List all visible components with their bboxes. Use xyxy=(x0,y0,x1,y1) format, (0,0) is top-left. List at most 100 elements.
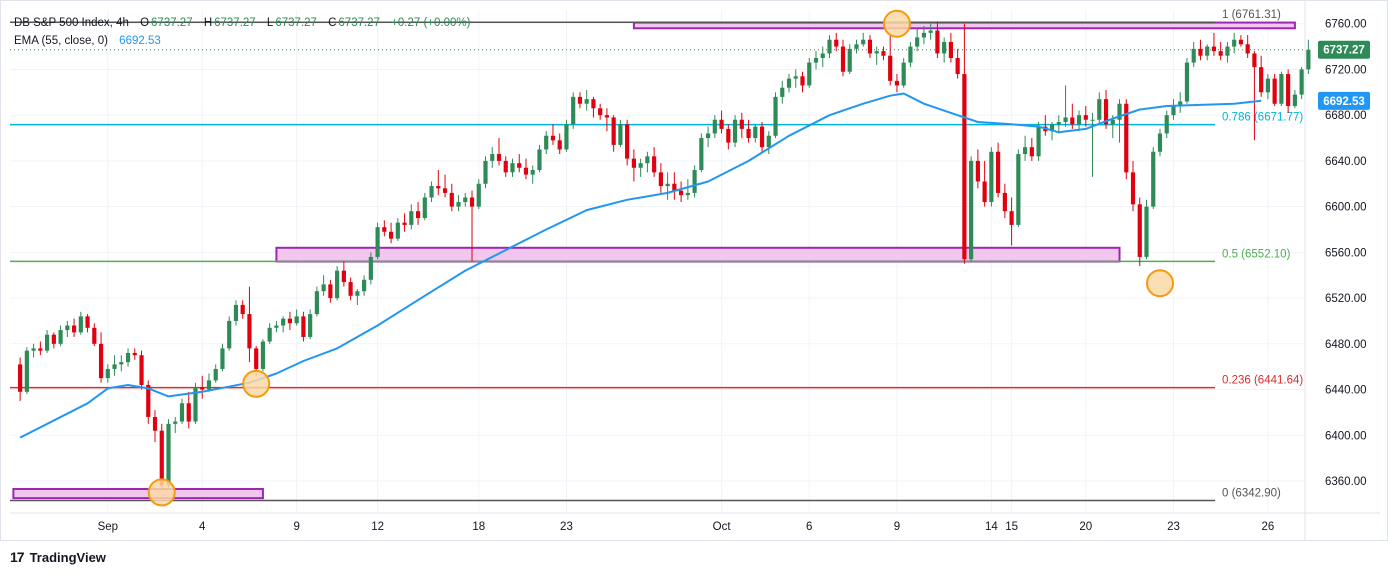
candle-body-144 xyxy=(989,151,994,203)
candle-body-118 xyxy=(813,58,819,63)
candle-body-119 xyxy=(820,53,825,59)
candle-body-108 xyxy=(746,128,751,139)
x-tick-label-11: 20 xyxy=(1079,521,1092,533)
x-tick-label-4: 18 xyxy=(472,521,485,533)
candle-body-112 xyxy=(773,96,778,136)
fib-label-0: 0 (6342.90) xyxy=(1222,488,1281,500)
candle-body-171 xyxy=(1171,106,1176,116)
candle-body-179 xyxy=(1225,46,1230,56)
candle-body-158 xyxy=(1083,115,1088,120)
candle-body-109 xyxy=(753,126,758,139)
candle-body-64 xyxy=(449,192,454,207)
candle-body-138 xyxy=(948,42,953,59)
candle-body-124 xyxy=(854,44,859,49)
low-value: 6737.27 xyxy=(275,17,317,29)
candle-body-96 xyxy=(665,183,670,187)
candle-body-21 xyxy=(159,430,164,486)
candle-body-79 xyxy=(550,135,556,141)
candle-body-151 xyxy=(1036,126,1041,157)
candle-body-23 xyxy=(173,421,178,424)
candle-body-34 xyxy=(247,314,252,349)
candle-body-146 xyxy=(1002,192,1007,212)
candle-body-162 xyxy=(1110,119,1115,125)
candle-body-169 xyxy=(1157,133,1163,152)
candle-body-189 xyxy=(1292,94,1297,107)
candle-body-113 xyxy=(780,87,785,97)
candle-body-104 xyxy=(719,119,724,129)
low-label: L xyxy=(266,17,274,29)
y-tick-label-7: 6640.00 xyxy=(1325,156,1367,168)
candle-body-141 xyxy=(969,160,974,260)
fib-label-0.786: 0.786 (6671.77) xyxy=(1222,112,1303,124)
candle-body-45 xyxy=(321,284,326,292)
candle-body-82 xyxy=(571,96,576,125)
candle-body-87 xyxy=(604,115,610,118)
y-tick-label-9: 6720.00 xyxy=(1325,64,1367,76)
candle-body-103 xyxy=(712,119,717,134)
candle-body-40 xyxy=(287,318,292,324)
candle-body-168 xyxy=(1151,151,1156,207)
candle-body-148 xyxy=(1016,154,1021,225)
x-tick-label-5: 23 xyxy=(560,521,573,533)
candle-body-97 xyxy=(672,183,677,191)
candle-body-61 xyxy=(429,186,434,198)
candle-body-190 xyxy=(1299,69,1304,95)
candle-body-59 xyxy=(415,211,421,219)
candle-body-185 xyxy=(1265,78,1270,93)
candle-body-58 xyxy=(409,211,414,225)
x-tick-label-0: Sep xyxy=(98,521,118,533)
candle-body-33 xyxy=(240,304,245,315)
candle-body-163 xyxy=(1117,103,1122,120)
candle-body-2 xyxy=(31,348,36,351)
zone-bottom xyxy=(12,487,264,500)
x-tick-label-8: 9 xyxy=(894,521,900,533)
x-tick-label-1: 4 xyxy=(199,521,206,533)
candle-body-167 xyxy=(1144,206,1149,257)
x-tick-label-13: 26 xyxy=(1262,521,1275,533)
candle-body-137 xyxy=(942,42,947,54)
candle-body-175 xyxy=(1198,48,1203,56)
candle-body-3 xyxy=(38,348,43,351)
candle-body-149 xyxy=(1023,147,1028,155)
candle-body-60 xyxy=(422,197,427,219)
ohlc-header: DB S&P 500 Index, 4h O 6737.27 H 6737.27 L… xyxy=(14,17,472,29)
candle-body-1 xyxy=(24,350,29,392)
candle-body-136 xyxy=(935,30,940,54)
candle-body-157 xyxy=(1076,115,1082,125)
candle-body-182 xyxy=(1245,44,1250,54)
candle-body-66 xyxy=(463,197,468,203)
candle-body-95 xyxy=(658,172,663,187)
tradingview-brand[interactable]: 17 TradingView xyxy=(10,549,106,565)
candle-body-184 xyxy=(1259,67,1264,93)
ema-legend[interactable]: EMA (55, close, 0) 6692.53 xyxy=(14,35,163,47)
candle-body-29 xyxy=(213,368,218,381)
candle-body-54 xyxy=(382,227,387,232)
candle-body-36 xyxy=(260,341,266,369)
candle-body-31 xyxy=(227,320,232,349)
candle-body-41 xyxy=(294,316,299,324)
candle-body-7 xyxy=(65,325,70,331)
candle-body-38 xyxy=(274,325,279,328)
candle-body-16 xyxy=(125,352,131,363)
candle-body-117 xyxy=(807,62,812,86)
candle-body-100 xyxy=(692,170,697,193)
candle-body-19 xyxy=(146,384,151,417)
candle-body-166 xyxy=(1137,204,1142,257)
candle-body-150 xyxy=(1029,147,1034,157)
candle-body-13 xyxy=(105,368,110,379)
marker-oct-low xyxy=(1145,269,1174,298)
candle-body-174 xyxy=(1191,48,1196,63)
candle-body-127 xyxy=(874,51,879,54)
symbol-title[interactable]: DB S&P 500 Index, 4h xyxy=(14,17,129,29)
candle-body-0 xyxy=(18,364,23,392)
candle-body-186 xyxy=(1272,78,1277,104)
candle-body-130 xyxy=(894,80,900,86)
marker-oct-high xyxy=(882,9,911,38)
y-tick-label-4: 6520.00 xyxy=(1325,293,1367,305)
candle-body-123 xyxy=(847,48,852,72)
y-tick-label-3: 6480.00 xyxy=(1325,339,1367,351)
candle-body-8 xyxy=(71,325,77,333)
candle-body-12 xyxy=(98,343,104,379)
